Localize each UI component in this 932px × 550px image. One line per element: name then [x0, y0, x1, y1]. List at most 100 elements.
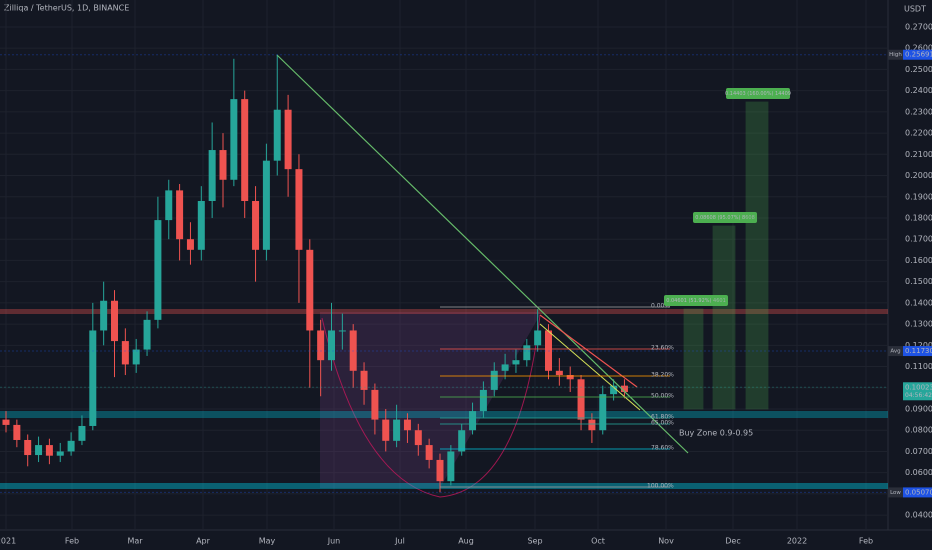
candle-body: [479, 389, 487, 412]
currency: USDT: [904, 5, 926, 14]
candle-body: [436, 459, 444, 482]
x-tick-label: May: [259, 537, 276, 546]
fib-label: 100.00%: [647, 483, 674, 490]
fib-label: 38.20%: [651, 372, 674, 379]
candle-body: [512, 360, 520, 365]
x-tick-label: Mar: [127, 537, 143, 546]
candle-body: [165, 190, 173, 221]
chart-title: Zilliqa / TetherUS, 1D, BINANCE: [4, 4, 129, 13]
x-tick-label: Feb: [859, 537, 873, 546]
drawings-under: [0, 309, 888, 498]
x-tick-label: Oct: [591, 537, 605, 546]
candle-body: [458, 430, 466, 452]
x-tick-label: Nov: [658, 537, 674, 546]
candle-body: [588, 419, 596, 431]
x-tick-label: Aug: [458, 537, 474, 546]
candle-body: [24, 439, 32, 456]
fib-label: 65.00%: [651, 420, 674, 427]
x-tick-label: Jun: [327, 537, 341, 546]
support-zone: [0, 411, 888, 418]
candle-body: [469, 411, 477, 431]
price-tag-text: 0.05070: [905, 488, 932, 496]
candle-body: [241, 99, 249, 201]
target-label: 0.08608 (95.07%) 8608: [695, 215, 755, 221]
trend-line: [539, 314, 638, 388]
candle-body: [56, 451, 64, 456]
candle-body: [382, 419, 390, 441]
candle-body: [306, 249, 314, 331]
candle-body: [295, 169, 303, 250]
candle-body: [176, 190, 184, 240]
candle-body: [132, 349, 140, 365]
candle-body: [78, 425, 86, 441]
candle-body: [273, 109, 281, 161]
resistance-zone: [0, 309, 888, 314]
candle-body: [262, 160, 270, 250]
price-tag-time: 04:56:42: [905, 392, 932, 399]
fib-label: 78.60%: [651, 445, 674, 452]
candle-body: [230, 99, 238, 180]
x-tick-label: Jul: [394, 537, 405, 546]
candle-body: [545, 330, 552, 371]
price-tag-name-text: Avg: [890, 349, 900, 355]
trend-line: [276, 54, 689, 454]
price-tag-text: 0.11730: [905, 347, 932, 355]
candle-body: [534, 330, 542, 346]
candle-body: [89, 330, 97, 426]
price-tag-name: [888, 487, 903, 498]
candle-body: [620, 385, 628, 393]
candle-body: [447, 451, 455, 482]
candle-body: [610, 385, 618, 395]
candle-body: [599, 394, 607, 431]
candle-body: [252, 200, 260, 250]
target-tag: [664, 295, 728, 306]
candle-body: [13, 424, 21, 440]
candle-body: [328, 330, 335, 361]
cup-curve: [321, 314, 541, 498]
target-label: 0.04601 (51.92%) 4601: [666, 298, 726, 304]
price-tag-name-text: Low: [890, 490, 901, 496]
candle-body: [197, 200, 205, 250]
x-tick-label: 2021: [0, 537, 16, 546]
candle-body: [566, 375, 574, 380]
fib-label: 50.00%: [651, 393, 674, 400]
trend-line: [539, 323, 641, 411]
x-tick-label: Sep: [527, 537, 542, 546]
price-tag-text: 0.10023: [905, 383, 932, 391]
x-tick-label: Apr: [196, 537, 211, 546]
support-zone: [0, 483, 888, 489]
price-tag: [903, 346, 932, 357]
x-tick-label: Feb: [65, 537, 79, 546]
candle-body: [219, 150, 227, 180]
candle-body: [317, 330, 325, 361]
candle-body: [555, 370, 563, 376]
candle-body: [111, 300, 118, 342]
candle-body: [371, 389, 379, 420]
price-tag-name: [888, 49, 903, 60]
candle-body: [403, 419, 411, 431]
candle-body: [2, 419, 10, 425]
fib-label: 23.60%: [651, 345, 674, 352]
candle-body: [360, 370, 368, 390]
price-tag: [903, 382, 932, 401]
fib-label: 0.00%: [651, 303, 670, 310]
target-range: [683, 308, 704, 410]
candle-body: [425, 445, 433, 460]
candle-body: [284, 109, 292, 170]
candle-body: [349, 330, 357, 371]
